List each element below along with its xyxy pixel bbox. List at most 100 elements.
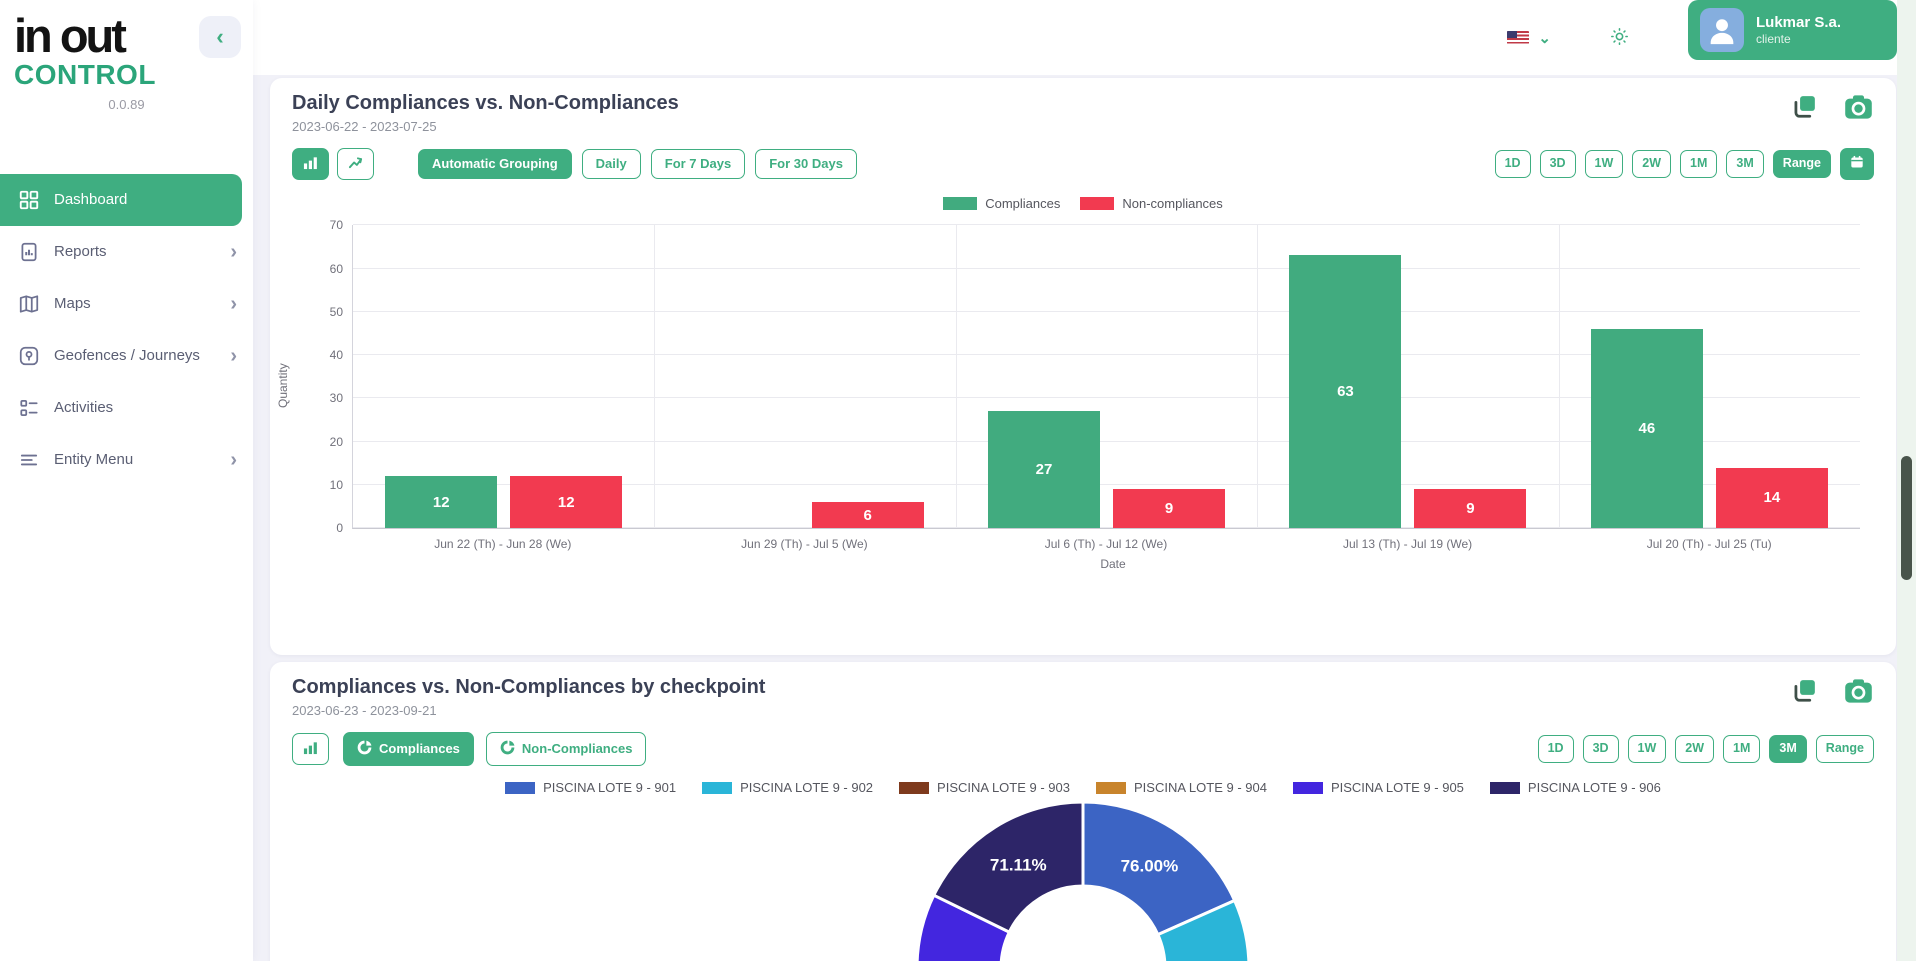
legend-swatch	[899, 781, 930, 794]
sidebar-item-label: Activities	[54, 399, 114, 417]
grouping-buttons: Automatic Grouping Daily For 7 Days For 30 …	[418, 149, 857, 180]
chevron-down-icon: ⌄	[1538, 29, 1551, 47]
copy-chart-button[interactable]	[1789, 92, 1819, 125]
button-label: 1D	[1504, 156, 1521, 171]
range-button-2w[interactable]: 2W	[1632, 150, 1672, 179]
screenshot-chart-button[interactable]	[1843, 676, 1874, 709]
sidebar-item-maps[interactable]: Maps ›	[0, 278, 253, 330]
sidebar-item-reports[interactable]: Reports ›	[0, 226, 253, 278]
sidebar-nav: Dashboard Reports › Maps ›	[0, 173, 253, 486]
legend-item[interactable]: PISCINA LOTE 9 - 901	[505, 780, 676, 795]
us-flag-icon	[1507, 31, 1530, 44]
logo-text-bottom: CONTROL	[14, 58, 156, 90]
grouping-button-for-7-days[interactable]: For 7 Days	[650, 149, 746, 180]
range-button-3d[interactable]: 3D	[1539, 150, 1576, 179]
grouping-button-daily[interactable]: Daily	[581, 149, 641, 180]
bar-chart-icon	[303, 740, 318, 758]
view-button-non-compliances[interactable]: Non-Compliances	[485, 732, 647, 767]
sidebar-item-activities[interactable]: Activities	[0, 382, 253, 434]
sidebar-collapse-button[interactable]: ‹	[199, 16, 241, 58]
range-button-1d[interactable]: 1D	[1537, 735, 1574, 764]
screenshot-chart-button[interactable]	[1843, 92, 1874, 125]
bar-chart-legend: Compliances Non-compliances	[292, 196, 1874, 211]
y-tick-label: 10	[329, 478, 343, 493]
calendar-button[interactable]	[1840, 148, 1874, 181]
legend-item[interactable]: PISCINA LOTE 9 - 902	[702, 780, 873, 795]
bar-value-label: 9	[1466, 500, 1475, 518]
range-button-3m[interactable]: 3M	[1726, 150, 1764, 179]
daily-compliances-card: Daily Compliances vs. Non-Compliances 20…	[270, 78, 1896, 655]
range-button-1d[interactable]: 1D	[1494, 150, 1531, 179]
bar-non-compliances[interactable]: 12	[510, 476, 623, 529]
bar-compliances[interactable]: 27	[988, 411, 1101, 529]
bar-non-compliances[interactable]: 9	[1113, 489, 1226, 529]
range-button-range[interactable]: Range	[1772, 150, 1831, 179]
sidebar-item-entity-menu[interactable]: Entity Menu ›	[0, 434, 253, 486]
bar-chart-type-button[interactable]	[292, 733, 329, 766]
range-button-2w[interactable]: 2W	[1675, 735, 1715, 764]
sidebar-item-label: Entity Menu	[54, 451, 134, 469]
range-button-3d[interactable]: 3D	[1582, 735, 1619, 764]
legend-item[interactable]: Non-compliances	[1080, 196, 1223, 211]
bar-chart-type-button[interactable]	[292, 148, 329, 181]
donut-slice-piscina-lote-9-901[interactable]	[1081, 800, 1237, 937]
bar-non-compliances[interactable]: 14	[1715, 467, 1828, 529]
range-button-1w[interactable]: 1W	[1627, 735, 1667, 764]
donut-slice-piscina-lote-9-902[interactable]	[1155, 898, 1251, 961]
button-label: 1M	[1690, 156, 1708, 171]
sidebar-item-label: Reports	[54, 243, 107, 261]
sidebar-item-dashboard[interactable]: Dashboard	[0, 173, 242, 226]
theme-toggle-button[interactable]	[1603, 25, 1636, 51]
range-button-1m[interactable]: 1M	[1680, 150, 1718, 179]
copy-chart-button[interactable]	[1789, 676, 1819, 709]
app-version: 0.0.89	[108, 96, 145, 112]
gridline: 20	[330, 435, 1860, 449]
legend-item[interactable]: PISCINA LOTE 9 - 904	[1096, 780, 1267, 795]
y-tick-label: 40	[329, 348, 343, 363]
button-label: Compliances	[379, 741, 460, 756]
legend-label: PISCINA LOTE 9 - 903	[937, 780, 1070, 796]
range-button-1m[interactable]: 1M	[1723, 735, 1761, 764]
range-button-range[interactable]: Range	[1815, 735, 1874, 764]
gridline	[955, 225, 957, 529]
user-menu[interactable]: Lukmar S.a. cliente	[1688, 0, 1897, 60]
legend-label: PISCINA LOTE 9 - 904	[1134, 780, 1267, 796]
y-tick-label: 50	[329, 304, 343, 319]
chevron-right-icon: ›	[230, 240, 237, 263]
range-button-3m[interactable]: 3M	[1769, 735, 1807, 764]
bar-non-compliances[interactable]: 9	[1414, 489, 1527, 529]
line-chart-icon	[348, 155, 363, 173]
button-label: Non-Compliances	[521, 741, 633, 756]
checkpoint-compliances-card: Compliances vs. Non-Compliances by check…	[270, 662, 1896, 961]
y-tick-label: 20	[329, 434, 343, 449]
card-actions	[1789, 92, 1874, 125]
chart2-toolbar: Compliances Non-Compliances 1D 3D 1W 2W 1M 3M R…	[292, 732, 1874, 767]
legend-swatch	[1096, 781, 1126, 794]
donut-slice-piscina-lote-9-906[interactable]	[931, 800, 1085, 935]
entity-menu-icon	[18, 449, 40, 471]
sidebar-item-geofences[interactable]: Geofences / Journeys ›	[0, 330, 253, 382]
legend-swatch	[943, 197, 978, 211]
legend-item[interactable]: PISCINA LOTE 9 - 905	[1292, 780, 1464, 795]
legend-item[interactable]: PISCINA LOTE 9 - 906	[1489, 780, 1661, 795]
grouping-button-for-30-days[interactable]: For 30 Days	[755, 149, 857, 180]
legend-item[interactable]: Compliances	[943, 196, 1060, 211]
y-tick-label: 70	[329, 218, 343, 233]
legend-label: PISCINA LOTE 9 - 902	[740, 780, 874, 796]
legend-label: PISCINA LOTE 9 - 901	[543, 780, 677, 796]
bar-compliances[interactable]: 63	[1289, 254, 1402, 529]
view-button-compliances[interactable]: Compliances	[343, 732, 474, 767]
language-selector[interactable]: ⌄	[1501, 28, 1557, 48]
scrollbar-thumb[interactable]	[1901, 456, 1912, 580]
grouping-button-automatic-grouping[interactable]: Automatic Grouping	[418, 149, 572, 180]
legend-item[interactable]: PISCINA LOTE 9 - 903	[899, 780, 1070, 795]
scrollbar-track[interactable]	[1897, 0, 1916, 961]
y-axis-label: Quantity	[276, 363, 290, 408]
donut-slice-label: 76.00%	[1121, 857, 1179, 876]
line-chart-type-button[interactable]	[337, 148, 374, 181]
range-button-1w[interactable]: 1W	[1584, 150, 1624, 179]
bar-compliances[interactable]: 12	[385, 476, 498, 529]
bar-compliances[interactable]: 46	[1590, 328, 1703, 529]
button-label: For 30 Days	[769, 156, 843, 171]
bar-non-compliances[interactable]: 6	[811, 502, 924, 529]
